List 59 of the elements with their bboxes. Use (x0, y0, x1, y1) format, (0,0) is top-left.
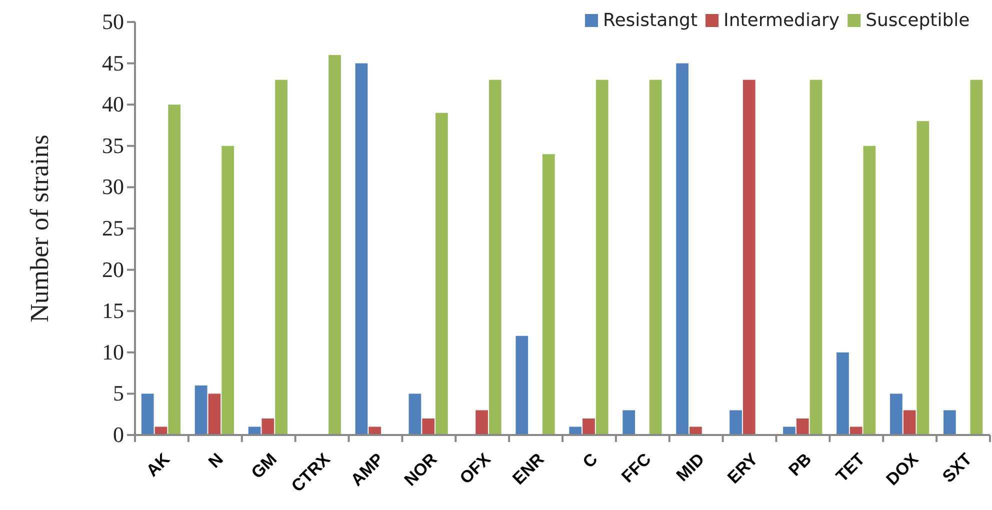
bar (649, 80, 662, 435)
bar (222, 146, 234, 435)
bar (836, 352, 849, 435)
x-tick-label: PB (784, 450, 816, 480)
bar (903, 410, 916, 435)
x-tick-label: C (579, 450, 602, 472)
x-tick-label: MID (672, 450, 708, 486)
bar (569, 426, 582, 435)
bar (328, 55, 341, 435)
bar (943, 410, 956, 435)
bar (596, 80, 608, 435)
y-tick-label: 25 (102, 216, 124, 241)
bar (916, 121, 930, 435)
bar (676, 63, 688, 435)
y-tick-label: 15 (102, 298, 124, 324)
bar (141, 394, 154, 435)
y-tick-label: 30 (102, 174, 124, 200)
bar (262, 418, 274, 435)
bar (622, 410, 636, 435)
bar (863, 146, 876, 435)
bar (689, 426, 702, 435)
bar (408, 394, 422, 435)
bar (368, 426, 382, 435)
x-tick-label: TET (832, 449, 870, 486)
bar (516, 336, 528, 435)
bar (542, 154, 555, 435)
bar (355, 63, 368, 435)
legend-label: Resistangt (603, 10, 698, 31)
bar (810, 80, 822, 435)
bar (275, 80, 288, 435)
y-tick-label: 20 (102, 256, 124, 282)
y-tick-label: 10 (102, 339, 124, 364)
y-tick-label: 50 (102, 9, 124, 34)
bar (488, 80, 502, 435)
bar (890, 394, 902, 435)
bar (168, 104, 181, 435)
y-tick-label: 5 (113, 380, 124, 406)
bar (730, 410, 742, 435)
y-tick-label: 35 (102, 132, 124, 158)
x-tick-label: GM (248, 450, 280, 482)
y-tick-label: 40 (102, 92, 124, 117)
bar (582, 418, 595, 435)
bar (742, 80, 756, 435)
bar (194, 385, 208, 435)
bar (796, 418, 809, 435)
bar (422, 418, 435, 435)
x-tick-label: N (204, 450, 227, 472)
y-axis-title: Number of strains (25, 134, 54, 322)
y-tick-label: 0 (113, 422, 124, 448)
bar (476, 410, 488, 435)
x-tick-label: AK (142, 449, 174, 480)
legend-label: Susceptible (866, 10, 970, 31)
bar (850, 426, 862, 435)
legend-label: Intermediary (724, 10, 840, 31)
y-tick-label: 45 (102, 50, 124, 76)
bar (970, 80, 983, 435)
bar (436, 112, 448, 435)
bar (783, 426, 796, 435)
bar (208, 394, 221, 435)
